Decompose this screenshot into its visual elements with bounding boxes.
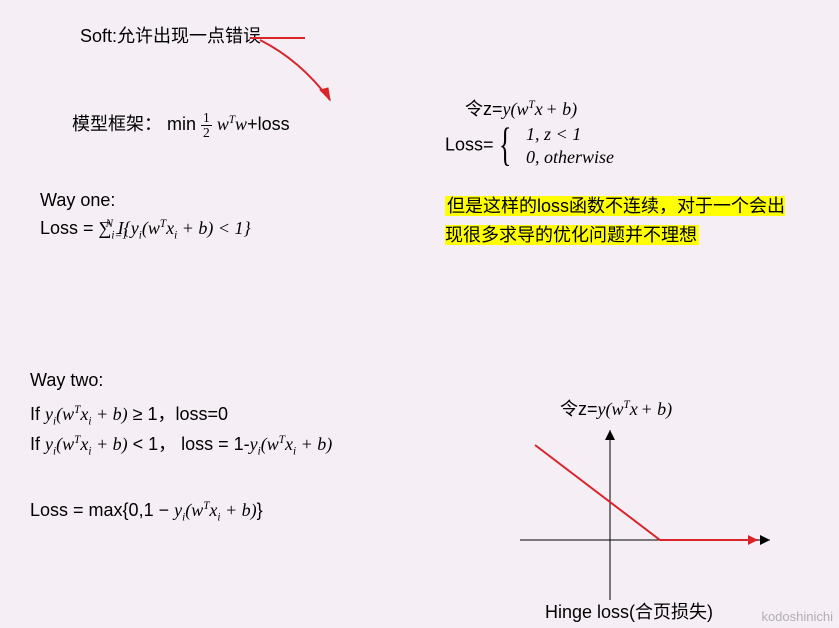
z-def1-expr: y(wTx + b) (503, 99, 578, 119)
loss-cases-label: Loss= (445, 134, 494, 154)
w2-line1-expr: yi(wTxi + b) (45, 404, 128, 424)
red-arrow-annotation (250, 30, 370, 120)
way-two-line2: If yi(wTxi + b) < 1， loss = 1-yi(wTxi + … (30, 430, 332, 458)
way-one-loss-label: Loss = (40, 218, 99, 238)
title-text: Soft:允许出现一点错误 (80, 26, 261, 46)
way-one-sum: ∑i=1N I{yi(wTxi + b) < 1} (99, 218, 251, 238)
case-row1: 1, z < 1 (526, 123, 614, 146)
framework-label: 模型框架： (72, 114, 162, 134)
note-text: 但是这样的loss函数不连续，对于一个会出现很多求导的优化问题并不理想 (445, 196, 785, 245)
w2-line1-if: If (30, 404, 45, 424)
loss-cases: Loss= { 1, z < 1 0, otherwise (445, 123, 614, 168)
watermark: kodoshinichi (761, 609, 833, 624)
z-def2-expr: y(wTx + b) (598, 399, 673, 419)
wTw: wTw (217, 114, 247, 134)
case-row2: 0, otherwise (526, 146, 614, 169)
half-fraction: 12 (201, 111, 212, 140)
title-soft: Soft:允许出现一点错误 (80, 22, 261, 48)
w2-line2-expr2: yi(wTxi + b) (250, 434, 333, 454)
hinge-loss-plot (500, 420, 790, 610)
way-two-line1: If yi(wTxi + b) ≥ 1，loss=0 (30, 400, 228, 428)
w2-line2-mid: < 1， loss = 1- (133, 434, 250, 454)
framework-min: min (167, 114, 196, 134)
cases-body: 1, z < 1 0, otherwise (526, 123, 614, 168)
z-def2-prefix: 令z= (560, 399, 598, 419)
way-one-formula: Loss = ∑i=1N I{yi(wTxi + b) < 1} (40, 218, 251, 242)
brace-icon: { (499, 124, 511, 166)
way-two-loss-final: Loss = max{0,1 − yi(wTxi + b)} (30, 500, 263, 524)
model-framework: 模型框架： min 12 wTw+loss (72, 110, 290, 140)
z-def1-prefix: 令z= (465, 99, 503, 119)
w2-line1-tail: ≥ 1，loss=0 (133, 404, 228, 424)
framework-plus-loss: +loss (247, 114, 290, 134)
way-two-heading: Way two: (30, 370, 103, 391)
z-definition-2: 令z=y(wTx + b) (560, 395, 672, 423)
hinge-loss-title: Hinge loss(合页损失) (545, 598, 713, 624)
highlighted-note: 但是这样的loss函数不连续，对于一个会出现很多求导的优化问题并不理想 (445, 192, 785, 250)
w2-final-expr: yi(wTxi + b) (174, 500, 257, 520)
w2-final-label: Loss = max{0,1 − (30, 500, 174, 520)
w2-line2-expr1: yi(wTxi + b) (45, 434, 128, 454)
way-one-heading: Way one: (40, 190, 115, 211)
z-definition-1: 令z=y(wTx + b) (465, 95, 577, 123)
w2-final-close: } (257, 500, 263, 520)
w2-line2-if: If (30, 434, 45, 454)
